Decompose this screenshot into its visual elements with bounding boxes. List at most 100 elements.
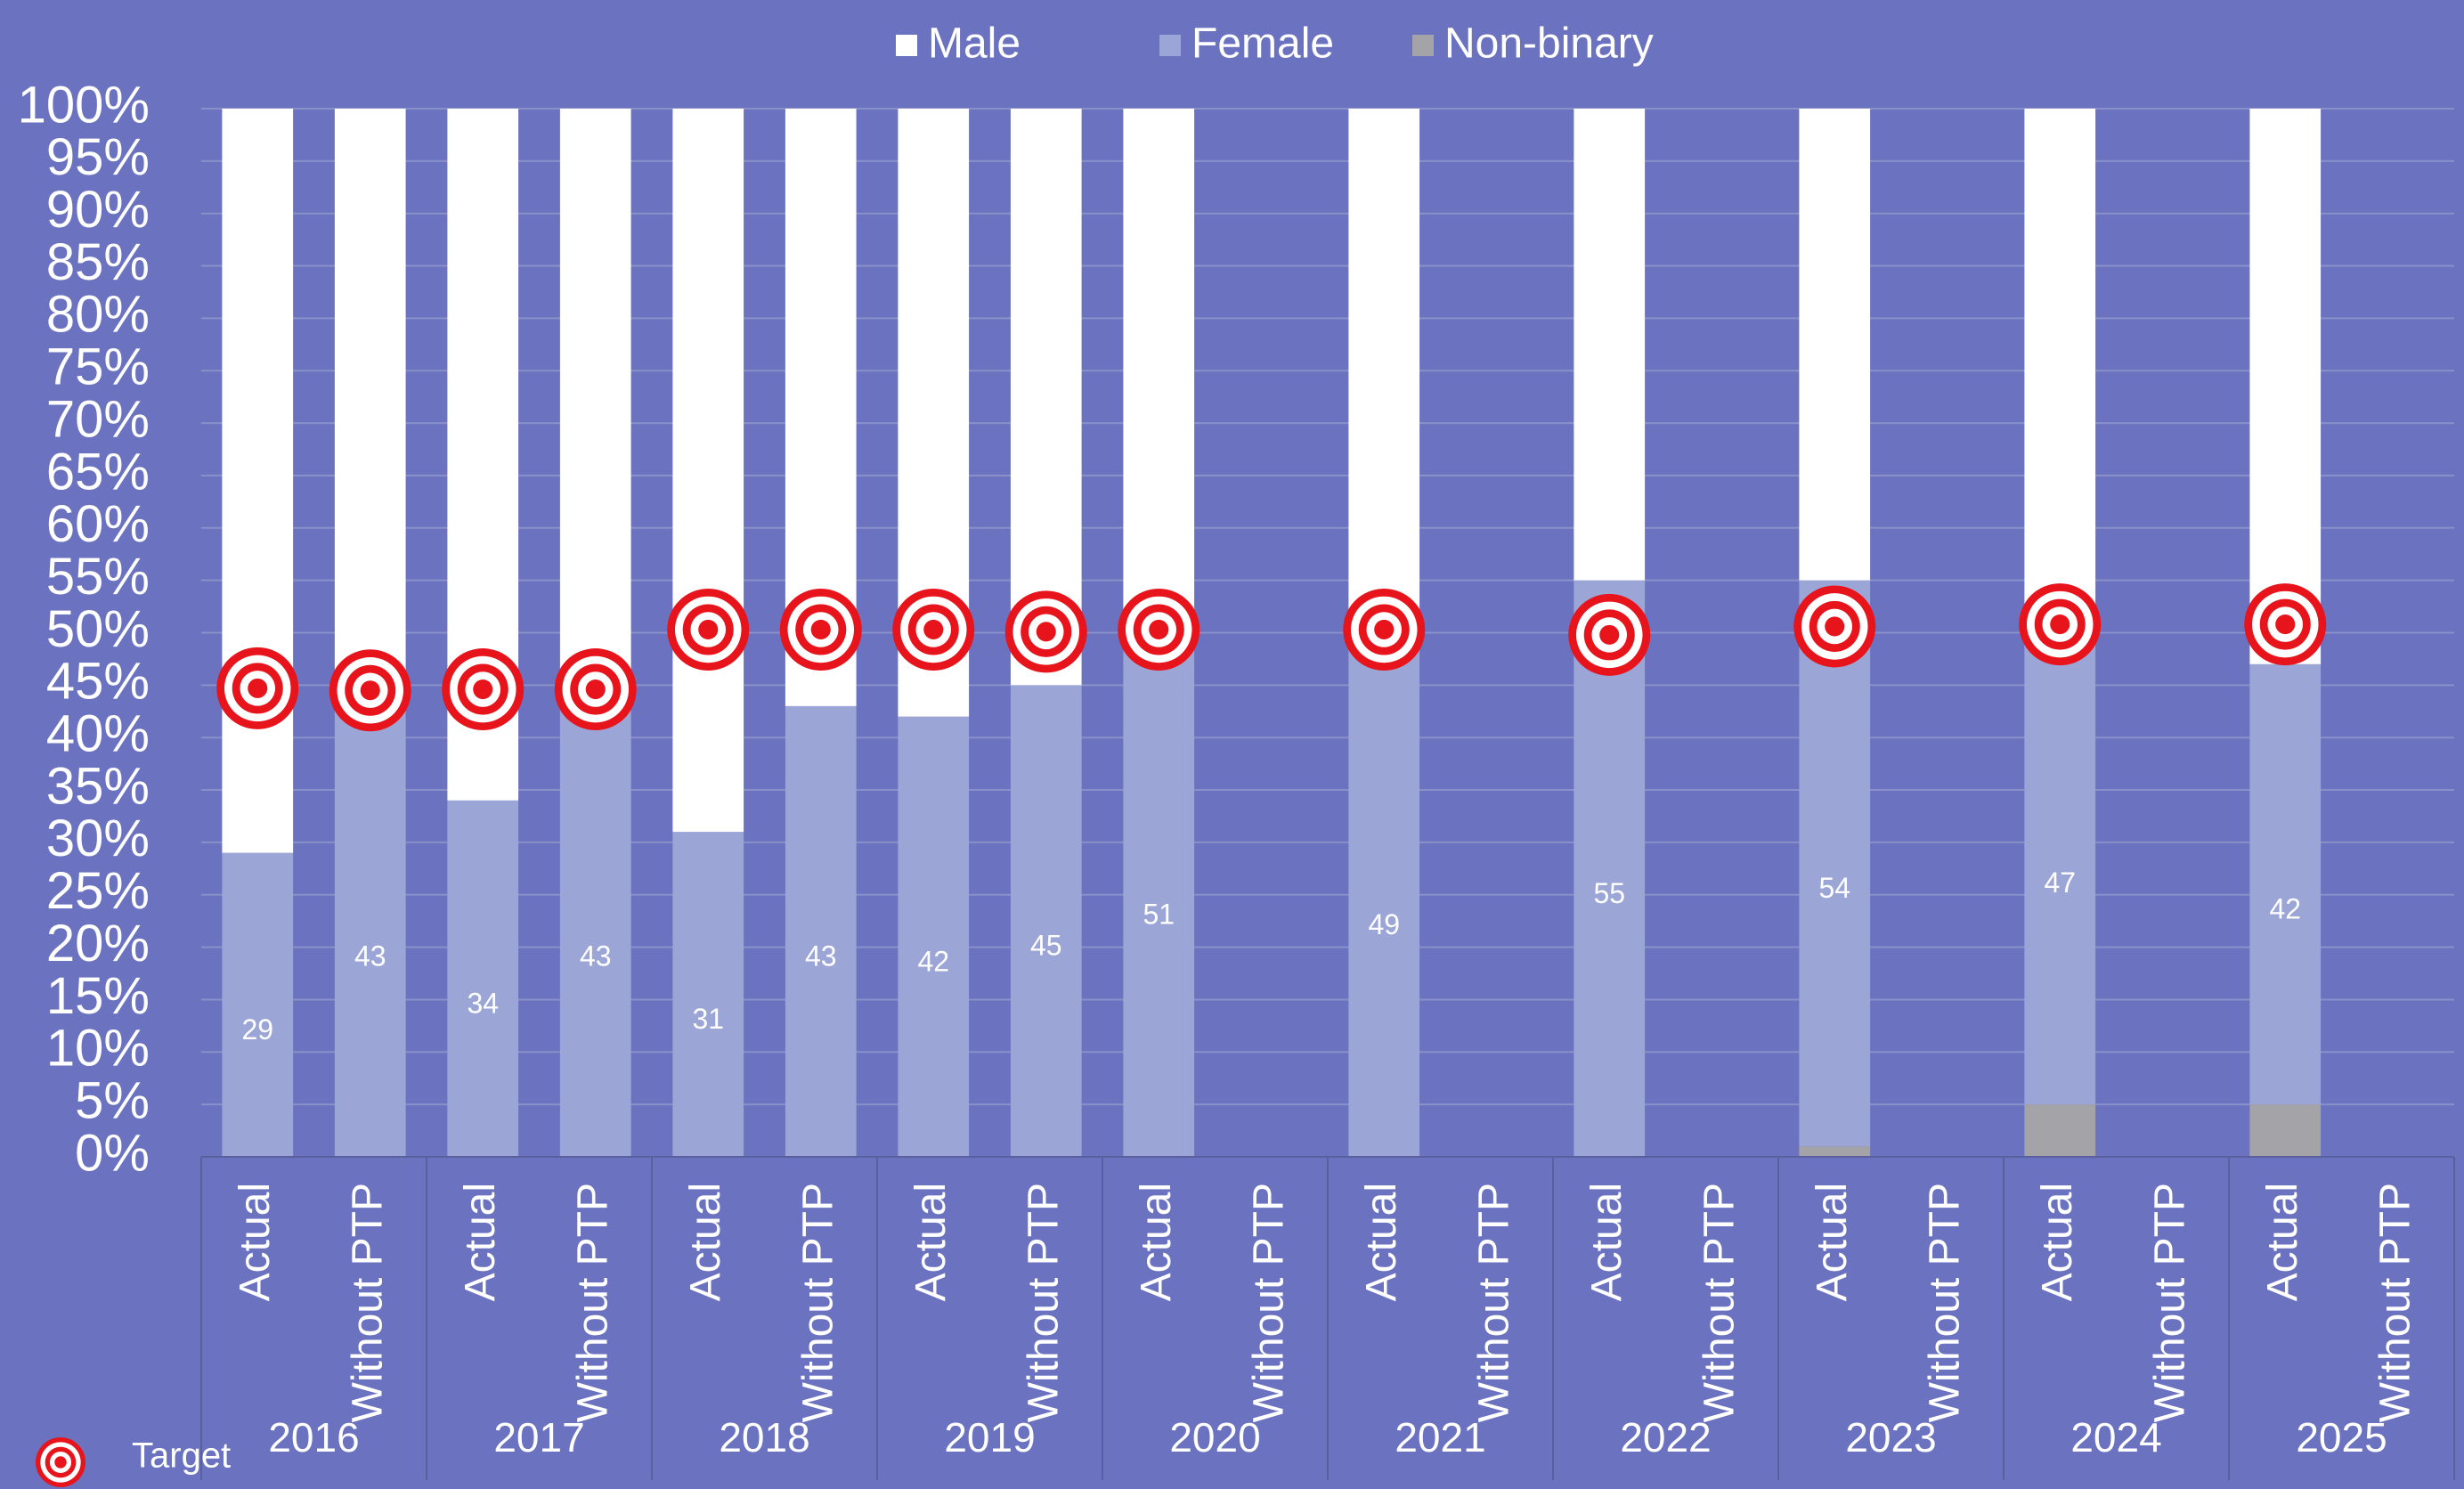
y-tick-label: 20%: [46, 915, 150, 972]
bar-segment: [2024, 1104, 2096, 1157]
x-tick-label: Without PTP: [2371, 1183, 2419, 1422]
bar-segment: [2249, 109, 2322, 664]
bar-segment: [2249, 1104, 2322, 1157]
bar-segment: [222, 109, 294, 853]
y-tick-label: 55%: [46, 548, 150, 606]
y-tick-label: 10%: [46, 1020, 150, 1078]
data-label: 31: [692, 1003, 724, 1035]
target-ring: [923, 619, 944, 640]
target-marker: [892, 588, 975, 671]
x-tick-label: Without PTP: [344, 1183, 391, 1422]
target-ring: [1599, 624, 1620, 645]
target-ring: [1149, 619, 1169, 640]
bar-segment: [334, 109, 406, 706]
y-tick-label: 5%: [75, 1071, 150, 1129]
bar-segment: [898, 716, 970, 1157]
data-label: 43: [805, 940, 837, 972]
bar-segment: [785, 705, 857, 1157]
x-tick-label: Without PTP: [1245, 1183, 1292, 1422]
x-tick-label: Actual: [2034, 1183, 2081, 1301]
group-label: 2018: [719, 1414, 809, 1461]
y-tick-label: 50%: [46, 600, 150, 658]
group-label: 2023: [1845, 1414, 1936, 1461]
target-ring: [585, 679, 606, 700]
x-tick-label: Without PTP: [1921, 1183, 1968, 1422]
y-tick-label: 65%: [46, 443, 150, 500]
target-marker: [442, 648, 525, 731]
target-marker: [667, 588, 750, 671]
target-ring: [2275, 614, 2296, 635]
target-marker: [1793, 585, 1876, 668]
data-label: 45: [1030, 930, 1062, 962]
group-label: 2020: [1169, 1414, 1260, 1461]
group-label: 2019: [944, 1414, 1035, 1461]
target-ring: [1374, 619, 1395, 640]
x-tick-label: Without PTP: [1020, 1183, 1067, 1422]
target-marker: [1118, 588, 1200, 671]
bar-segment: [2249, 663, 2322, 1105]
data-label: 43: [580, 940, 612, 972]
group-label: 2017: [493, 1414, 584, 1461]
legend-label: Male: [928, 20, 1021, 68]
x-tick-label: Actual: [682, 1183, 729, 1301]
target-ring: [54, 1456, 67, 1469]
x-tick-label: Actual: [457, 1183, 504, 1301]
y-tick-label: 85%: [46, 233, 150, 291]
data-label: 42: [917, 945, 949, 977]
data-label: 34: [467, 987, 499, 1019]
bar-segment: [559, 705, 631, 1157]
x-tick-label: Actual: [1583, 1183, 1630, 1301]
bar-segment: [2024, 611, 2096, 1105]
y-tick-label: 90%: [46, 181, 150, 239]
y-tick-label: 75%: [46, 338, 150, 396]
x-tick-label: Without PTP: [794, 1183, 842, 1422]
x-tick-label: Actual: [2259, 1183, 2306, 1301]
legend-label: Non-binary: [1444, 20, 1654, 68]
bar-segment: [334, 705, 406, 1157]
data-label: 43: [354, 940, 386, 972]
data-label: 47: [2044, 867, 2076, 899]
bar-segment: [672, 832, 744, 1157]
target-marker: [329, 649, 411, 732]
target-ring: [810, 619, 831, 640]
y-tick-label: 0%: [75, 1124, 150, 1182]
bar-segment: [447, 800, 519, 1157]
x-tick-label: Without PTP: [569, 1183, 616, 1422]
target-marker: [216, 647, 299, 729]
y-tick-label: 80%: [46, 286, 150, 344]
legend-label: Target: [132, 1436, 231, 1476]
target-marker: [2244, 583, 2327, 666]
group-label: 2021: [1395, 1414, 1485, 1461]
x-tick-label: Without PTP: [1470, 1183, 1517, 1422]
target-ring: [1036, 622, 1056, 642]
bar-segment: [1348, 643, 1420, 1157]
group-label: 2025: [2296, 1414, 2387, 1461]
y-tick-label: 100%: [18, 76, 150, 134]
y-tick-label: 95%: [46, 128, 150, 186]
bar-segment: [1799, 1146, 1871, 1157]
group-label: 2022: [1620, 1414, 1711, 1461]
legend-target-icon: [36, 1437, 85, 1487]
bar-segment: [1799, 580, 1871, 1147]
y-tick-label: 45%: [46, 653, 150, 711]
bar-segment: [559, 109, 631, 706]
target-marker: [1004, 590, 1087, 673]
target-ring: [248, 678, 268, 698]
x-tick-label: Without PTP: [1696, 1183, 1743, 1422]
legend-swatch: [1412, 35, 1434, 56]
data-label: 54: [1818, 872, 1850, 904]
x-tick-label: Without PTP: [2146, 1183, 2193, 1422]
x-tick-label: Actual: [907, 1183, 955, 1301]
target-marker: [1568, 593, 1651, 676]
y-tick-label: 30%: [46, 810, 150, 867]
bar-segment: [1574, 109, 1646, 581]
y-tick-label: 35%: [46, 757, 150, 815]
target-marker: [1343, 588, 1426, 671]
bar-segment: [672, 109, 744, 833]
group-label: 2016: [268, 1414, 359, 1461]
target-ring: [698, 619, 719, 640]
bar-segment: [1010, 685, 1082, 1157]
bar-segment: [1010, 109, 1082, 686]
bar-segment: [1348, 109, 1420, 644]
